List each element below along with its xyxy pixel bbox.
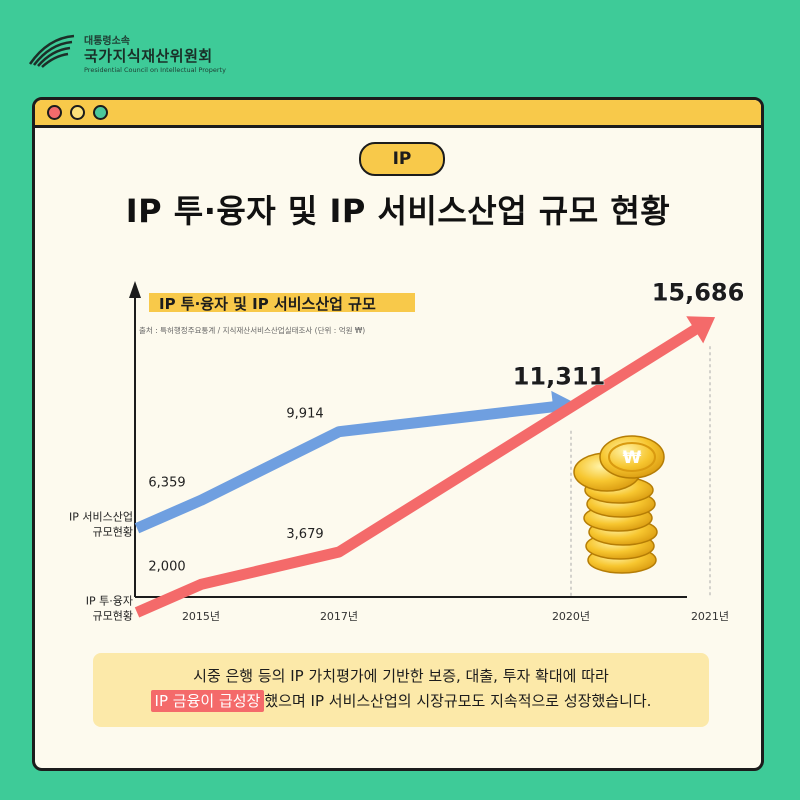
org-name: 국가지식재산위원회 <box>84 47 213 65</box>
data-label: 9,914 <box>286 407 323 422</box>
x-tick-label: 2020년 <box>552 610 590 623</box>
y-axis-arrow-icon <box>129 281 141 298</box>
data-label: 6,359 <box>148 475 185 490</box>
council-emblem-icon <box>28 34 75 68</box>
line-chart: IP 투·융자 및 IP 서비스산업 규모 출처 : 특허행정주요통계 / 지식… <box>69 278 745 623</box>
coin-stack-icon: ₩ <box>573 435 665 574</box>
series-arrowhead-icon <box>686 316 716 344</box>
note-line-2: IP 금융이 급성장 했으며 IP 서비스산업의 시장규모도 지속적으로 성장했습… <box>93 689 709 714</box>
chart-title: IP 투·융자 및 IP 서비스산업 규모 <box>159 295 376 313</box>
org-logo: 대통령소속 국가지식재산위원회 Presidential Council on … <box>28 28 248 78</box>
x-tick-label: 2015년 <box>182 610 220 623</box>
org-name-english: Presidential Council on Intellectual Pro… <box>84 66 226 74</box>
page-title: IP 투·융자 및 IP 서비스산업 규모 현황 <box>125 192 671 230</box>
chart-title-highlight <box>149 293 415 312</box>
data-label: 15,686 <box>652 278 745 306</box>
window-dot-green-icon <box>93 105 108 120</box>
note-highlight: IP 금융이 급성장 <box>150 690 265 712</box>
note-line-1: 시중 은행 등의 IP 가치평가에 기반한 보증, 대출, 투자 확대에 따라 <box>193 667 609 685</box>
org-label-small: 대통령소속 <box>84 36 130 47</box>
note-line-2-rest: 했으며 IP 서비스산업의 시장규모도 지속적으로 성장했습니다. <box>264 692 652 710</box>
data-label: 3,679 <box>286 527 323 542</box>
category-tag: IP <box>359 142 445 176</box>
svg-text:₩: ₩ <box>623 448 642 468</box>
chart-source: 출처 : 특허행정주요통계 / 지식재산서비스산업실태조사 (단위 : 억원 ₩… <box>139 325 365 335</box>
data-label: 11,311 <box>513 363 606 391</box>
browser-window-frame: IP IP 투·융자 및 IP 서비스산업 규모 현황 IP 투·융자 및 IP… <box>32 97 764 771</box>
window-dot-red-icon <box>47 105 62 120</box>
series-label: 규모현황 <box>93 609 133 622</box>
data-label: 2,000 <box>148 559 185 574</box>
window-titlebar <box>35 100 761 128</box>
series-label: IP 투·융자 <box>86 594 133 607</box>
series-label: IP 서비스산업 <box>69 510 133 523</box>
series-line <box>134 401 556 534</box>
series-line <box>134 324 700 618</box>
series-label: 규모현황 <box>93 525 133 538</box>
summary-note: 시중 은행 등의 IP 가치평가에 기반한 보증, 대출, 투자 확대에 따라 … <box>93 653 709 727</box>
x-tick-label: 2017년 <box>320 610 358 623</box>
x-tick-label: 2021년 <box>691 610 729 623</box>
window-dot-yellow-icon <box>70 105 85 120</box>
